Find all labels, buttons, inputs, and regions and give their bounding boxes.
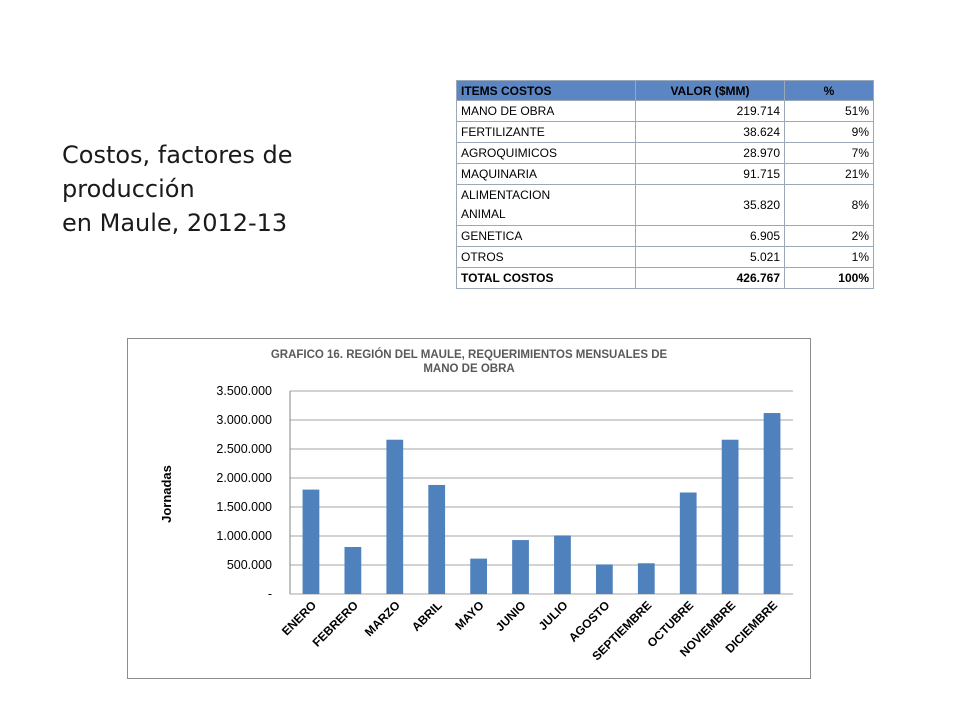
row-item: GENETICA: [456, 225, 636, 247]
total-value: 426.767: [635, 267, 785, 289]
y-tick-label: 500.000: [227, 558, 272, 572]
table-row: AGROQUIMICOS 28.970 7%: [456, 142, 874, 164]
chart-title-line-1: GRAFICO 16. REGIÓN DEL MAULE, REQUERIMIE…: [271, 348, 668, 361]
table-row: ALIMENTACION ANIMAL 35.820 8%: [456, 184, 874, 226]
bar-febrero: [344, 547, 362, 594]
row-item: OTROS: [456, 246, 636, 268]
table-row: FERTILIZANTE 38.624 9%: [456, 121, 874, 143]
row-value: 35.820: [635, 184, 785, 226]
x-tick-label: ENERO: [279, 598, 319, 638]
y-tick-label: 2.500.000: [216, 442, 272, 456]
bar-octubre: [679, 492, 697, 594]
row-percent: 9%: [784, 121, 874, 143]
chart-frame: GRAFICO 16. REGIÓN DEL MAULE, REQUERIMIE…: [127, 338, 811, 679]
x-tick-label: ABRIL: [409, 598, 445, 634]
table-row: MANO DE OBRA 219.714 51%: [456, 100, 874, 122]
y-tick-label: 2.000.000: [216, 471, 272, 485]
row-item: ALIMENTACION ANIMAL: [456, 184, 636, 226]
row-item: MAQUINARIA: [456, 163, 636, 185]
x-tick-label: MARZO: [362, 598, 403, 639]
bar-enero: [302, 489, 320, 594]
x-tick-label: JUNIO: [493, 598, 529, 634]
slide-title: Costos, factores de producción en Maule,…: [62, 138, 422, 240]
bar-diciembre: [763, 413, 781, 594]
y-tick-label: 3.500.000: [216, 384, 272, 398]
total-item: TOTAL COSTOS: [456, 267, 636, 289]
y-tick-label: -: [268, 587, 272, 601]
header-items: ITEMS COSTOS: [456, 80, 636, 101]
row-value: 91.715: [635, 163, 785, 185]
row-item-line-1: ALIMENTACION: [461, 188, 551, 202]
bar-mayo: [470, 558, 488, 594]
row-item: AGROQUIMICOS: [456, 142, 636, 164]
bar-septiembre: [637, 563, 655, 594]
row-percent: 2%: [784, 225, 874, 247]
x-tick-label: FEBRERO: [310, 598, 361, 649]
bar-abril: [428, 484, 446, 594]
slide-title-line-1: Costos, factores de producción: [62, 141, 293, 203]
header-percent: %: [784, 80, 874, 101]
y-axis-ticks: - 500.000 1.000.000 1.500.000 2.000.000 2.500…: [216, 384, 272, 601]
row-value: 219.714: [635, 100, 785, 122]
bars: [302, 413, 781, 594]
row-percent: 1%: [784, 246, 874, 268]
row-percent: 51%: [784, 100, 874, 122]
chart-title-line-2: MANO DE OBRA: [423, 363, 514, 375]
row-value: 6.905: [635, 225, 785, 247]
cost-table-header-row: ITEMS COSTOS VALOR ($MM) %: [456, 80, 874, 101]
bar-junio: [512, 540, 529, 594]
table-row: GENETICA 6.905 2%: [456, 225, 874, 247]
bar-marzo: [386, 439, 404, 594]
y-tick-label: 3.000.000: [216, 413, 272, 427]
slide-title-line-2: en Maule, 2012-13: [62, 209, 288, 237]
bar-noviembre: [721, 439, 739, 594]
cost-table: ITEMS COSTOS VALOR ($MM) % MANO DE OBRA …: [456, 80, 874, 289]
y-tick-label: 1.000.000: [216, 529, 272, 543]
row-percent: 8%: [784, 184, 874, 226]
table-row: MAQUINARIA 91.715 21%: [456, 163, 874, 185]
header-value: VALOR ($MM): [635, 80, 785, 101]
row-item: MANO DE OBRA: [456, 100, 636, 122]
monthly-labor-chart: GRAFICO 16. REGIÓN DEL MAULE, REQUERIMIE…: [159, 348, 793, 663]
row-item-line-2: ANIMAL: [461, 207, 506, 221]
row-item: FERTILIZANTE: [456, 121, 636, 143]
row-percent: 21%: [784, 163, 874, 185]
row-percent: 7%: [784, 142, 874, 164]
table-row: OTROS 5.021 1%: [456, 246, 874, 268]
row-value: 28.970: [635, 142, 785, 164]
row-value: 5.021: [635, 246, 785, 268]
x-tick-label: JULIO: [536, 598, 571, 633]
x-tick-label: MAYO: [452, 598, 487, 633]
y-axis-label: Jornadas: [159, 465, 174, 523]
gridlines: [289, 390, 793, 595]
bar-julio: [554, 535, 571, 594]
bar-agosto: [595, 564, 613, 594]
total-percent: 100%: [784, 267, 874, 289]
table-total-row: TOTAL COSTOS 426.767 100%: [456, 267, 874, 289]
y-tick-label: 1.500.000: [216, 500, 272, 514]
row-value: 38.624: [635, 121, 785, 143]
